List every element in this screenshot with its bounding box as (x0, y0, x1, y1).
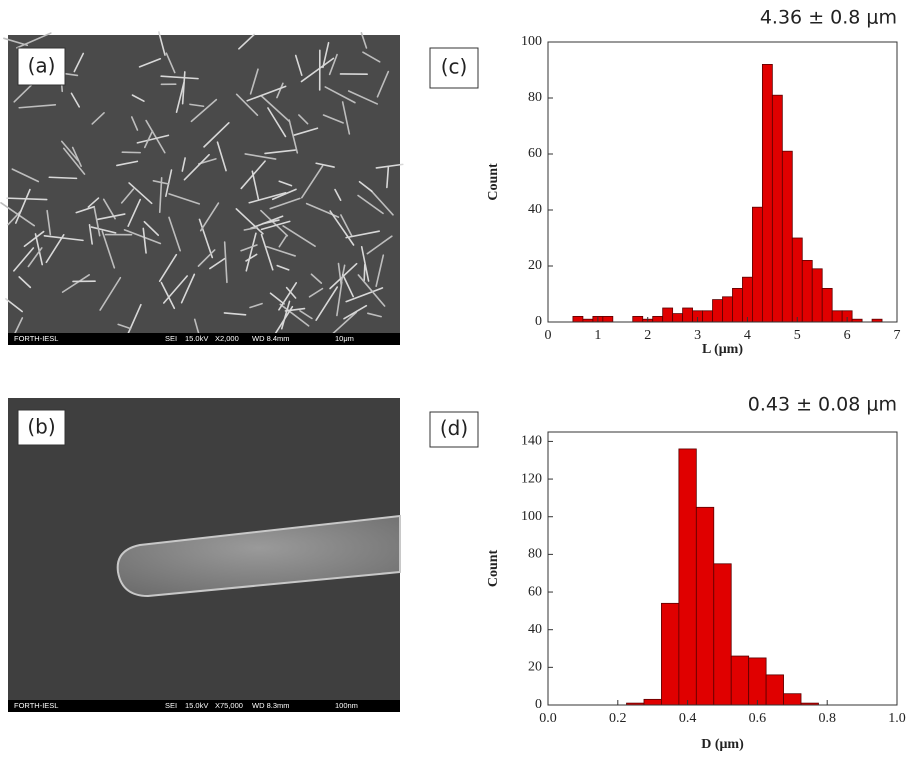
y-tick-label: 80 (528, 547, 542, 562)
bar (673, 314, 683, 322)
bar (832, 311, 842, 322)
x-tick-label: 1.0 (888, 711, 906, 726)
bar (742, 277, 752, 322)
bar (633, 316, 643, 322)
image-info: FORTH-IESL (14, 334, 58, 343)
bar (752, 207, 762, 322)
image-info: X75,000 (215, 701, 243, 710)
bar (782, 151, 792, 322)
y-tick-label: 120 (521, 471, 542, 486)
x-tick-label: 0.6 (749, 711, 767, 726)
bar (762, 64, 772, 322)
image-info: 15.0kV (185, 334, 208, 343)
nanorod (49, 177, 76, 178)
bar (732, 288, 742, 322)
x-axis-label: D (μm) (701, 737, 744, 752)
sem-image-b: (b) (8, 398, 400, 712)
panel-label: (a) (28, 54, 56, 78)
image-info: 100nm (335, 701, 358, 710)
image-info: SEI (165, 334, 177, 343)
bar (723, 297, 733, 322)
image-info: X2,000 (215, 334, 239, 343)
y-axis-label: Count (486, 549, 501, 587)
bar (812, 269, 822, 322)
bar (683, 308, 693, 322)
bar (714, 564, 731, 705)
x-tick-label: 0 (545, 328, 552, 343)
x-tick-label: 0.2 (609, 711, 627, 726)
bar (784, 694, 801, 705)
y-axis-label: Count (486, 163, 501, 201)
y-tick-label: 80 (528, 90, 542, 105)
image-info: 15.0kV (185, 701, 208, 710)
image-info: FORTH-IESL (14, 701, 58, 710)
bar (802, 260, 812, 322)
panel-label: (b) (27, 415, 55, 439)
y-tick-label: 0 (535, 697, 542, 712)
nanorod (364, 265, 365, 281)
bar (766, 675, 783, 705)
bar (661, 603, 678, 705)
y-tick-label: 20 (528, 258, 542, 273)
panel-label: (d) (440, 416, 468, 440)
y-tick-label: 0 (535, 314, 542, 329)
x-tick-label: 0.4 (679, 711, 697, 726)
x-tick-label: 3 (694, 328, 701, 343)
x-tick-label: 0.8 (818, 711, 836, 726)
bar (822, 288, 832, 322)
image-background (8, 35, 400, 345)
bar (679, 449, 696, 705)
image-info: WD 8.3mm (252, 701, 290, 710)
panel-label: (c) (441, 55, 468, 79)
y-tick-label: 20 (528, 660, 542, 675)
x-tick-label: 5 (794, 328, 801, 343)
x-tick-label: 1 (594, 328, 601, 343)
y-tick-label: 60 (528, 584, 542, 599)
y-tick-label: 40 (528, 202, 542, 217)
bar (713, 300, 723, 322)
image-info: WD 8.4mm (252, 334, 290, 343)
y-tick-label: 100 (521, 509, 542, 524)
y-tick-label: 40 (528, 622, 542, 637)
y-tick-label: 100 (521, 34, 542, 49)
bar (772, 95, 782, 322)
x-tick-label: 2 (644, 328, 651, 343)
image-info: SEI (165, 701, 177, 710)
x-tick-label: 4 (744, 328, 751, 343)
annotation: 0.43 ± 0.08 μm (748, 394, 897, 416)
x-tick-label: 0.0 (539, 711, 557, 726)
x-tick-label: 6 (844, 328, 851, 343)
y-tick-label: 60 (528, 146, 542, 161)
bar (653, 316, 663, 322)
bar (663, 308, 673, 322)
plot-frame (548, 42, 897, 322)
y-tick-label: 140 (521, 434, 542, 449)
annotation: 4.36 ± 0.8 μm (760, 7, 897, 29)
bar (731, 656, 748, 705)
image-info: 10μm (335, 334, 354, 343)
bar (792, 238, 802, 322)
x-axis-label: L (μm) (702, 342, 743, 357)
bar (644, 699, 661, 705)
x-tick-label: 7 (894, 328, 901, 343)
bar (703, 311, 713, 322)
bar (696, 507, 713, 705)
bar (573, 316, 583, 322)
sem-image-a: (a) (1, 32, 403, 345)
bar (603, 316, 613, 322)
bar (749, 658, 766, 705)
